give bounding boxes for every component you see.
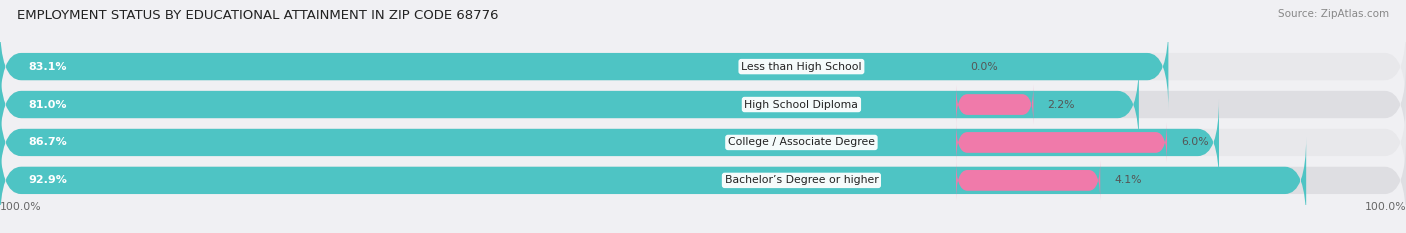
Text: 2.2%: 2.2%	[1047, 99, 1076, 110]
Text: College / Associate Degree: College / Associate Degree	[728, 137, 875, 147]
Text: 83.1%: 83.1%	[28, 62, 66, 72]
Text: 6.0%: 6.0%	[1181, 137, 1209, 147]
Text: Bachelor’s Degree or higher: Bachelor’s Degree or higher	[724, 175, 879, 185]
Text: 100.0%: 100.0%	[1364, 202, 1406, 212]
Text: 86.7%: 86.7%	[28, 137, 67, 147]
Text: High School Diploma: High School Diploma	[745, 99, 858, 110]
Text: Less than High School: Less than High School	[741, 62, 862, 72]
FancyBboxPatch shape	[0, 137, 1306, 224]
Text: EMPLOYMENT STATUS BY EDUCATIONAL ATTAINMENT IN ZIP CODE 68776: EMPLOYMENT STATUS BY EDUCATIONAL ATTAINM…	[17, 9, 498, 22]
FancyBboxPatch shape	[956, 123, 1167, 162]
FancyBboxPatch shape	[0, 137, 1406, 224]
Text: 0.0%: 0.0%	[970, 62, 998, 72]
FancyBboxPatch shape	[0, 61, 1139, 148]
FancyBboxPatch shape	[0, 99, 1406, 186]
Text: 4.1%: 4.1%	[1115, 175, 1142, 185]
Text: 81.0%: 81.0%	[28, 99, 66, 110]
Text: Source: ZipAtlas.com: Source: ZipAtlas.com	[1278, 9, 1389, 19]
FancyBboxPatch shape	[0, 99, 1219, 186]
Text: 100.0%: 100.0%	[0, 202, 42, 212]
FancyBboxPatch shape	[0, 23, 1406, 110]
FancyBboxPatch shape	[0, 61, 1406, 148]
FancyBboxPatch shape	[956, 160, 1099, 200]
Text: 92.9%: 92.9%	[28, 175, 67, 185]
FancyBboxPatch shape	[0, 23, 1168, 110]
FancyBboxPatch shape	[956, 85, 1033, 124]
